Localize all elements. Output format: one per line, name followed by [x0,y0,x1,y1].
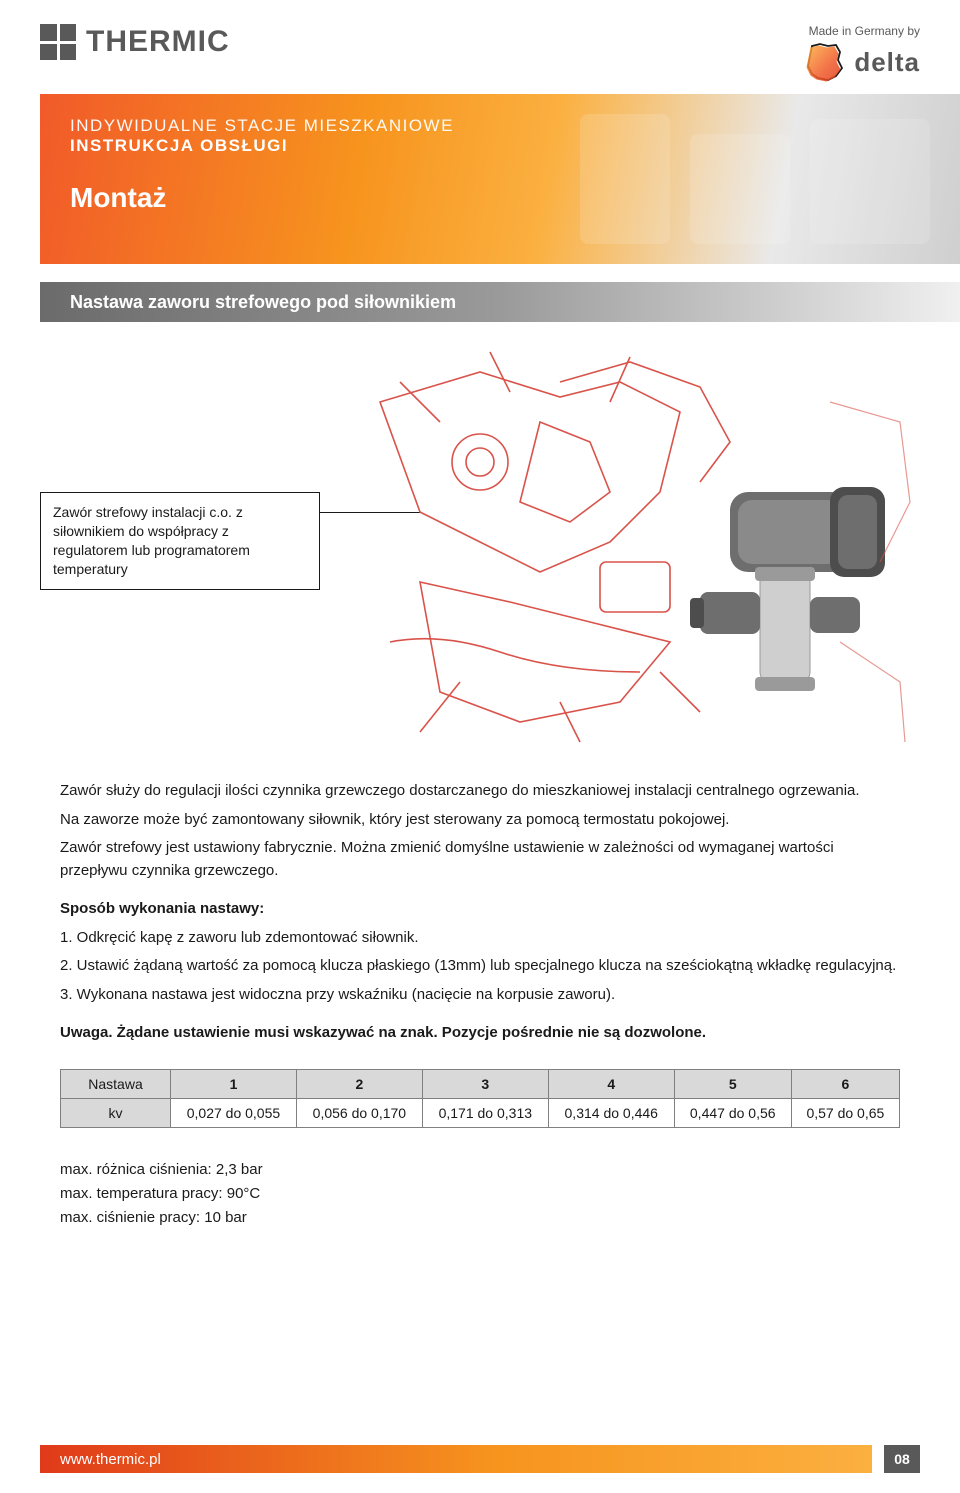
page-number: 08 [884,1445,920,1473]
spec-line-2: max. temperatura pracy: 90°C [60,1182,900,1206]
diagram-area: Zawór strefowy instalacji c.o. z siłowni… [40,342,920,762]
table-row: Nastawa 1 2 3 4 5 6 [61,1069,900,1098]
table-cell: 0,314 do 0,446 [548,1098,674,1127]
page-header: THERMIC Made in Germany by delta [0,0,960,94]
brand-name: THERMIC [86,25,230,59]
specs-block: max. różnica ciśnienia: 2,3 bar max. tem… [60,1158,900,1230]
settings-table: Nastawa 1 2 3 4 5 6 kv 0,027 do 0,055 0,… [60,1069,900,1128]
valve-diagram [360,342,920,762]
germany-outline-icon [802,40,846,84]
section-heading: Nastawa zaworu strefowego pod siłownikie… [70,292,456,313]
table-cell: 0,447 do 0,56 [674,1098,791,1127]
callout-text: Zawór strefowy instalacji c.o. z siłowni… [53,504,250,577]
body-content: Zawór służy do regulacji ilości czynnika… [0,762,960,1045]
actuator-icon [690,487,885,691]
table-cell: 2 [296,1069,422,1098]
paragraph-3: Zawór strefowy jest ustawiony fabrycznie… [60,837,900,882]
table-cell: 4 [548,1069,674,1098]
table-cell: 6 [791,1069,899,1098]
table-cell: 0,027 do 0,055 [171,1098,297,1127]
table-row: kv 0,027 do 0,055 0,056 do 0,170 0,171 d… [61,1098,900,1127]
footer-url-bar: www.thermic.pl [40,1445,872,1473]
brand-logo: THERMIC [40,24,230,60]
paragraph-1: Zawór służy do regulacji ilości czynnika… [60,780,900,803]
step-2: 2. Ustawić żądaną wartość za pomocą kluc… [60,955,900,978]
partner-brand: Made in Germany by delta [802,24,920,84]
step-1: 1. Odkręcić kapę z zaworu lub zdemontowa… [60,927,900,950]
steps-heading: Sposób wykonania nastawy: [60,898,900,921]
spec-line-1: max. różnica ciśnienia: 2,3 bar [60,1158,900,1182]
paragraph-2: Na zaworze może być zamontowany siłownik… [60,809,900,832]
step-3: 3. Wykonana nastawa jest widoczna przy w… [60,984,900,1007]
spec-line-3: max. ciśnienie pracy: 10 bar [60,1206,900,1230]
row-label-kv: kv [61,1098,171,1127]
footer-url: www.thermic.pl [60,1451,161,1468]
table-cell: 0,57 do 0,65 [791,1098,899,1127]
hero-banner: INDYWIDUALNE STACJE MIESZKANIOWE INSTRUK… [40,94,960,264]
section-heading-band: Nastawa zaworu strefowego pod siłownikie… [40,282,960,322]
hero-photo-placeholder [570,104,950,254]
table-cell: 1 [171,1069,297,1098]
page-footer: www.thermic.pl 08 [40,1445,920,1473]
table-cell: 5 [674,1069,791,1098]
callout-box: Zawór strefowy instalacji c.o. z siłowni… [40,492,320,590]
made-in-label: Made in Germany by [809,24,920,38]
partner-brand-name: delta [854,47,920,78]
table-cell: 0,056 do 0,170 [296,1098,422,1127]
table-cell: 0,171 do 0,313 [422,1098,548,1127]
thermic-icon [40,24,76,60]
warning-text: Uwaga. Żądane ustawienie musi wskazywać … [60,1022,900,1045]
table-cell: 3 [422,1069,548,1098]
row-label-nastawa: Nastawa [61,1069,171,1098]
